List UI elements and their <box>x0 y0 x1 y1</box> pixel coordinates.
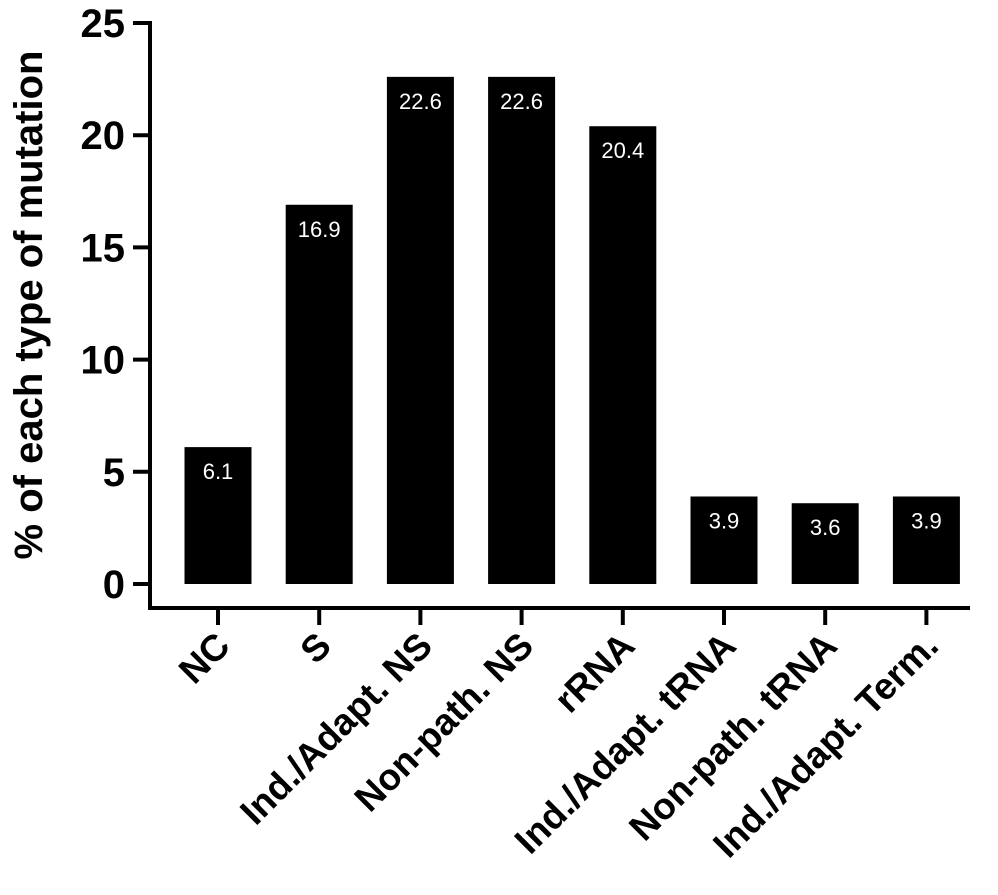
y-tick-label: 15 <box>81 226 126 270</box>
bar-data-label: 16.9 <box>298 217 341 242</box>
bar-data-label: 6.1 <box>203 459 234 484</box>
x-tick-label: S <box>292 625 338 671</box>
y-tick-label: 10 <box>81 339 126 383</box>
y-tick-label: 5 <box>103 451 125 495</box>
bar <box>791 503 859 584</box>
x-tick-label: rRNA <box>547 625 643 721</box>
y-tick-label: 20 <box>81 114 126 158</box>
bar-data-label: 3.9 <box>911 508 942 533</box>
bar-data-label: 3.9 <box>709 508 740 533</box>
y-tick-label: 0 <box>103 563 125 607</box>
y-axis-label: % of each type of mutation <box>7 51 51 560</box>
bar <box>892 496 960 584</box>
bar <box>589 126 657 584</box>
bar <box>184 447 252 584</box>
bar-data-label: 22.6 <box>399 89 442 114</box>
bar <box>690 496 758 584</box>
bar-data-label: 20.4 <box>601 138 644 163</box>
x-tick-label: NC <box>171 625 238 692</box>
bar <box>488 76 556 584</box>
y-tick-label: 25 <box>81 2 126 46</box>
bar <box>285 204 353 584</box>
bar-data-label: 22.6 <box>500 89 543 114</box>
bar <box>386 76 454 584</box>
x-tick-label: Non-path. NS <box>347 625 542 820</box>
bar-data-label: 3.6 <box>810 515 841 540</box>
